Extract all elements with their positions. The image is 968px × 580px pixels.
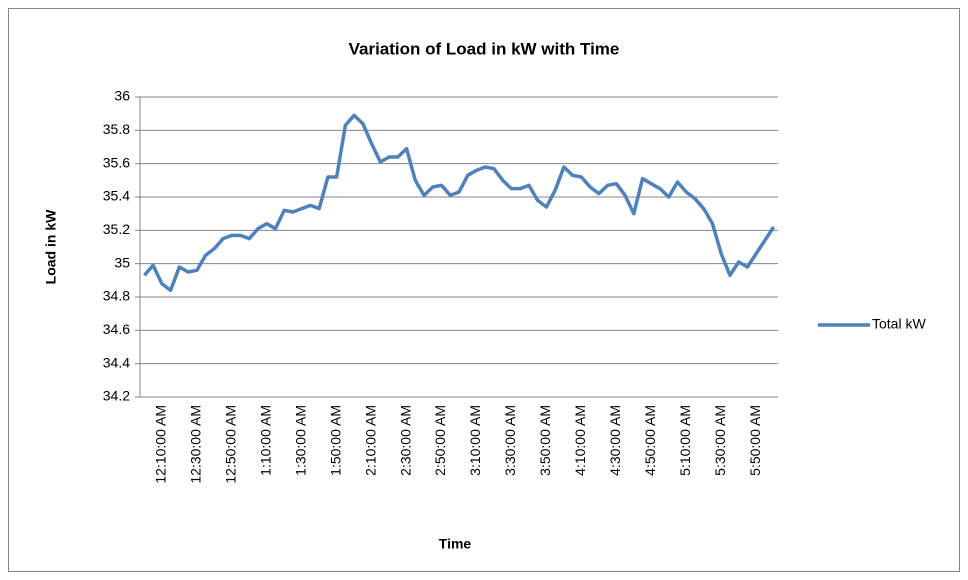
y-tick-label: 35.4	[103, 188, 130, 204]
x-axis-title: Time	[439, 536, 472, 552]
x-tick-label: 5:10:00 AM	[677, 405, 693, 476]
x-tick-label: 5:50:00 AM	[747, 405, 763, 476]
x-tick-label: 12:50:00 AM	[222, 405, 238, 484]
x-tick-label: 1:10:00 AM	[257, 405, 273, 476]
legend-label: Total kW	[872, 316, 926, 332]
y-tick-label: 34.4	[103, 354, 130, 370]
y-tick-label: 36	[114, 88, 130, 104]
chart-border	[8, 8, 960, 572]
x-tick-label: 2:30:00 AM	[397, 405, 413, 476]
data-line	[143, 113, 776, 293]
x-tick-label: 1:50:00 AM	[327, 405, 343, 476]
x-tick-label: 4:30:00 AM	[607, 405, 623, 476]
x-tick-label: 12:30:00 AM	[188, 405, 204, 484]
y-tick-label: 35.2	[103, 221, 130, 237]
y-tick-label: 35	[114, 254, 130, 270]
x-tick-label: 3:10:00 AM	[467, 405, 483, 476]
x-tick-label: 2:10:00 AM	[362, 405, 378, 476]
x-tick-label: 2:50:00 AM	[432, 405, 448, 476]
x-tick-label: 12:10:00 AM	[153, 405, 169, 484]
x-tick-label: 5:30:00 AM	[712, 405, 728, 476]
x-tick-label: 3:30:00 AM	[502, 405, 518, 476]
x-tick-label: 4:10:00 AM	[572, 405, 588, 476]
y-tick-label: 34.2	[103, 388, 130, 404]
y-axis-title: Load in kW	[43, 209, 59, 284]
y-tick-label: 34.6	[103, 321, 130, 337]
y-tick-label: 35.8	[103, 121, 130, 137]
y-tick-label: 34.8	[103, 288, 130, 304]
x-tick-label: 1:30:00 AM	[292, 405, 308, 476]
chart-title: Variation of Load in kW with Time	[349, 39, 620, 58]
y-tick-label: 35.6	[103, 154, 130, 170]
x-tick-label: 4:50:00 AM	[642, 405, 658, 476]
x-tick-label: 3:50:00 AM	[537, 405, 553, 476]
